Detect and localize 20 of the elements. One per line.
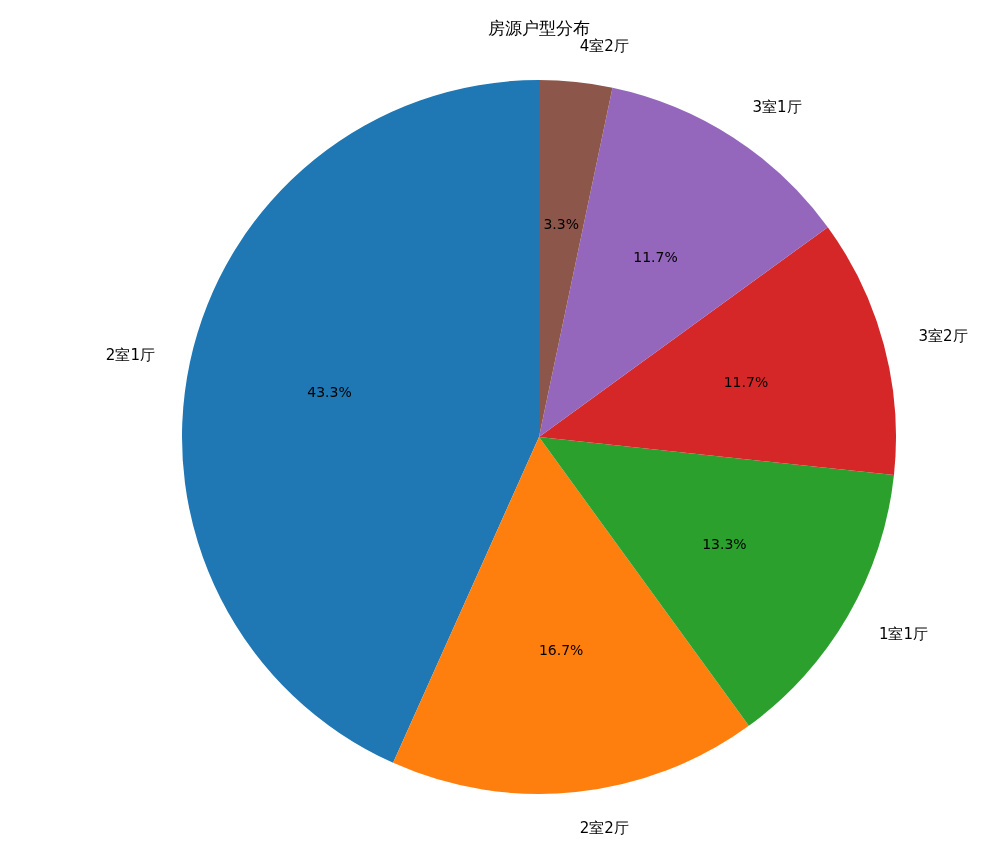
title: 房源户型分布 <box>488 18 590 38</box>
slice-label: 4室2厅 <box>579 37 629 56</box>
slice-label: 3室2厅 <box>918 326 968 345</box>
slice: 2室1厅 43.3% <box>105 80 539 763</box>
data-label: 3.3% <box>543 215 579 232</box>
data-label: 11.7% <box>723 373 769 390</box>
data-label: 13.3% <box>702 536 747 553</box>
data-label: 43.3% <box>307 384 352 401</box>
pie-slice <box>539 87 828 437</box>
slice: 4室2厅 3.3% <box>539 37 629 437</box>
pie-slice <box>393 437 749 794</box>
pie-slice <box>539 227 896 476</box>
slice-label: 2室2厅 <box>579 818 629 837</box>
pie-slice <box>539 80 613 437</box>
slice-label: 2室1厅 <box>105 345 155 364</box>
data-label: 11.7% <box>633 249 678 266</box>
pie-slice <box>182 80 539 763</box>
slice-label: 1室1厅 <box>878 624 928 643</box>
slice-label: 3室1厅 <box>752 98 802 117</box>
data-label: 16.7% <box>538 642 584 659</box>
